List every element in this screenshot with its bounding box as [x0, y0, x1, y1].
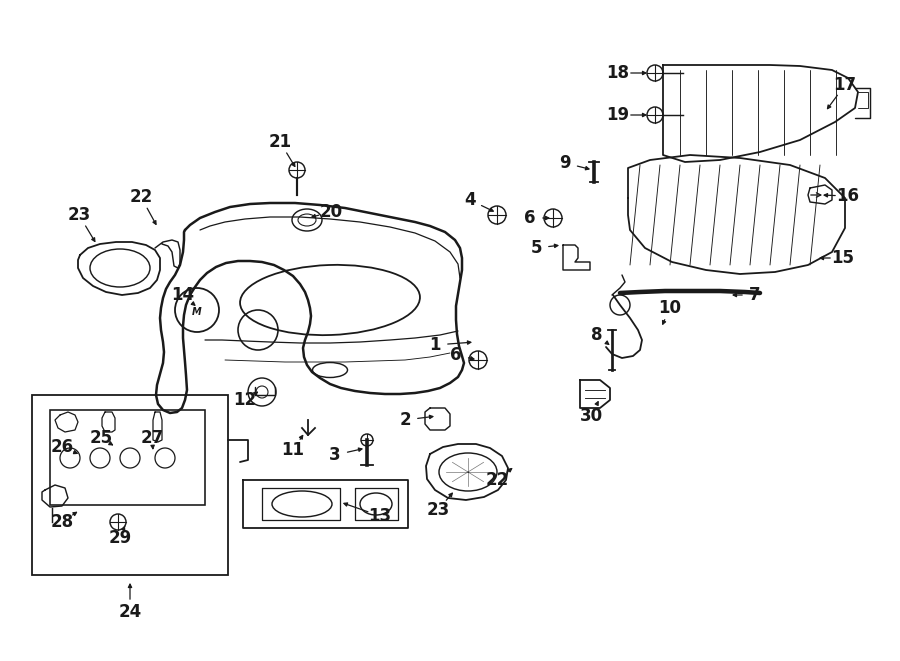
- Text: 19: 19: [607, 106, 630, 124]
- Text: 18: 18: [607, 64, 629, 82]
- Text: 17: 17: [833, 76, 857, 94]
- Bar: [32, 395, 228, 575]
- Text: 28: 28: [50, 513, 74, 531]
- Text: 21: 21: [268, 133, 292, 151]
- Text: 6: 6: [524, 209, 536, 227]
- Text: 23: 23: [427, 501, 450, 519]
- Text: 1: 1: [429, 336, 441, 354]
- Text: 26: 26: [50, 438, 74, 456]
- Text: 24: 24: [119, 603, 141, 621]
- Text: 30: 30: [580, 407, 603, 425]
- Text: 4: 4: [464, 191, 476, 209]
- Text: 20: 20: [320, 203, 343, 221]
- Text: 11: 11: [282, 441, 304, 459]
- Text: 12: 12: [233, 391, 256, 409]
- Text: 15: 15: [832, 249, 854, 267]
- Text: 13: 13: [368, 507, 392, 525]
- Bar: [50, 410, 205, 505]
- Text: 9: 9: [559, 154, 571, 172]
- Text: 22: 22: [485, 471, 508, 489]
- Text: 27: 27: [140, 429, 164, 447]
- Text: 29: 29: [108, 529, 131, 547]
- Text: 25: 25: [89, 429, 112, 447]
- Text: 14: 14: [171, 286, 194, 304]
- Text: 10: 10: [659, 299, 681, 317]
- Text: 3: 3: [329, 446, 341, 464]
- Text: 6: 6: [450, 346, 462, 364]
- Text: M: M: [192, 307, 202, 317]
- Text: 8: 8: [591, 326, 603, 344]
- Text: 5: 5: [530, 239, 542, 257]
- Text: 16: 16: [836, 187, 860, 205]
- Text: 2: 2: [400, 411, 410, 429]
- Text: 22: 22: [130, 188, 153, 206]
- Text: 23: 23: [68, 206, 91, 224]
- Text: 7: 7: [749, 286, 760, 304]
